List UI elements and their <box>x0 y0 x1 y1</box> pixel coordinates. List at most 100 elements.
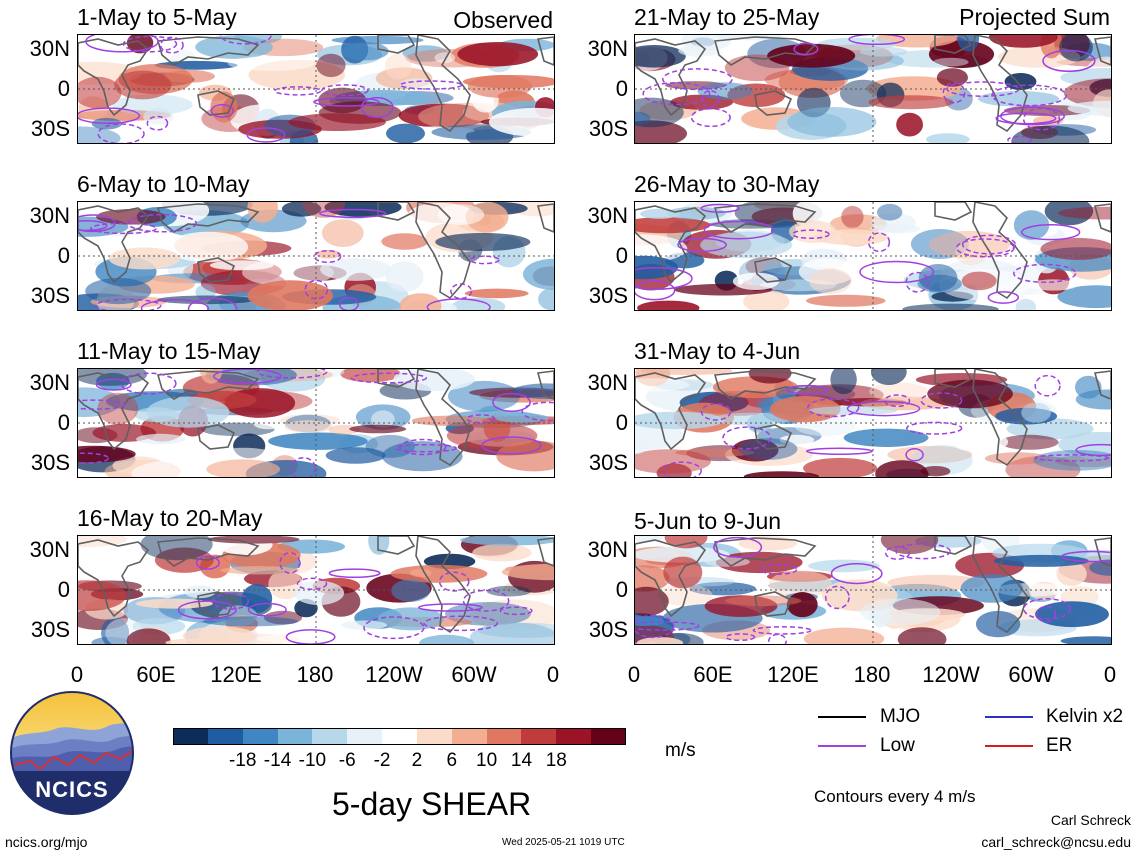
lon-label: 120W <box>922 662 980 687</box>
lat-label: 30N <box>587 537 628 562</box>
legend-label-mjo: MJO <box>880 706 921 727</box>
colorbar-swatch <box>591 728 627 745</box>
footer-site: ncics.org/mjo <box>5 834 88 850</box>
colorbar-tick-label: -6 <box>338 750 356 771</box>
lon-label: 120E <box>767 662 819 687</box>
lat-label: 30S <box>30 116 70 141</box>
lat-label: 0 <box>615 243 628 268</box>
colorbar-swatch <box>382 728 418 745</box>
lat-label: 30N <box>587 36 628 61</box>
lon-label: 60W <box>451 662 497 687</box>
lon-label: 0 <box>546 662 560 687</box>
lat-label: 30S <box>588 450 628 475</box>
panel-tag-observed: Observed <box>453 7 553 33</box>
colorbar-swatch <box>277 728 313 745</box>
shear-field <box>635 369 1111 477</box>
legend-line-er <box>985 745 1033 747</box>
legend-line-mjo <box>818 716 866 718</box>
legend-line-kelvin <box>985 716 1033 718</box>
lat-label: 0 <box>615 577 628 602</box>
ncics-logo-graphic <box>10 691 134 815</box>
lon-label: 0 <box>70 662 84 687</box>
panel-title: 5-Jun to 9-Jun <box>634 508 782 534</box>
colorbar-swatch <box>173 728 209 745</box>
contours-note: Contours every 4 m/s <box>814 787 976 806</box>
colorbar-swatch <box>312 728 348 745</box>
lat-label: 0 <box>57 243 70 268</box>
lon-label: 0 <box>1103 662 1117 687</box>
shear-field <box>78 35 554 143</box>
colorbar-swatch <box>207 728 244 745</box>
colorbar-swatch <box>451 728 488 745</box>
lat-label: 30S <box>588 283 628 308</box>
colorbar-tick-label: -2 <box>373 750 391 771</box>
lat-label: 0 <box>57 410 70 435</box>
colorbar-tick-label: 10 <box>476 750 498 771</box>
colorbar-units: m/s <box>665 740 696 761</box>
shear-map <box>77 34 555 144</box>
colorbar-swatch <box>347 728 383 745</box>
panel-tag-projected: Projected Sum <box>959 4 1110 30</box>
ncics-logo: NCICS <box>10 691 134 815</box>
colorbar-tick-label: 14 <box>510 750 533 771</box>
lat-label: 0 <box>615 76 628 101</box>
shear-map <box>77 368 555 478</box>
panel-title: 21-May to 25-May <box>634 4 820 30</box>
legend-line-low <box>818 745 866 747</box>
shear-field <box>78 536 554 644</box>
logo-text: NCICS <box>35 777 109 802</box>
shear-field <box>635 202 1111 310</box>
footer-author: Carl Schreck <box>1050 812 1131 828</box>
shear-map <box>634 535 1112 645</box>
lat-label: 30S <box>30 283 70 308</box>
colorbar-swatch <box>242 728 279 745</box>
panel-title: 16-May to 20-May <box>77 505 263 531</box>
lon-label: 60W <box>1008 662 1054 687</box>
shear-field <box>635 536 1111 644</box>
panel-title: 1-May to 5-May <box>77 4 237 30</box>
shear-map <box>77 535 555 645</box>
shear-map <box>77 201 555 311</box>
colorbar-tick-label: 18 <box>545 750 567 771</box>
shear-field <box>78 202 554 310</box>
lat-label: 30N <box>29 203 70 228</box>
lon-label: 60E <box>136 662 176 687</box>
panel-title: 11-May to 15-May <box>77 338 261 364</box>
lon-label: 120E <box>210 662 262 687</box>
colorbar-tick-label: 6 <box>446 750 458 771</box>
lon-label: 60E <box>693 662 733 687</box>
main-title: 5-day SHEAR <box>332 786 532 822</box>
legend-label-kelvin: Kelvin x2 <box>1046 706 1124 727</box>
lat-label: 30N <box>587 203 628 228</box>
lat-label: 0 <box>615 410 628 435</box>
footer-timestamp: Wed 2025-05-21 1019 UTC <box>502 837 625 848</box>
lat-label: 30S <box>588 116 628 141</box>
colorbar-tick-label: 2 <box>411 750 423 771</box>
lat-label: 30S <box>588 617 628 642</box>
colorbar-frame <box>173 728 626 745</box>
shear-field <box>78 369 554 477</box>
shear-map <box>634 368 1112 478</box>
panel-title: 26-May to 30-May <box>634 171 820 197</box>
shear-map <box>634 34 1112 144</box>
footer-email: carl_schreck@ncsu.edu <box>981 834 1131 850</box>
panel-title: 6-May to 10-May <box>77 171 250 197</box>
lat-label: 0 <box>57 577 70 602</box>
shear-map <box>634 201 1112 311</box>
lat-label: 30S <box>30 617 70 642</box>
lon-label: 0 <box>627 662 641 687</box>
lat-label: 0 <box>57 76 70 101</box>
colorbar <box>173 728 627 747</box>
lat-label: 30S <box>30 450 70 475</box>
lat-label: 30N <box>587 370 628 395</box>
legend-label-low: Low <box>880 735 915 756</box>
lat-label: 30N <box>29 370 70 395</box>
colorbar-swatch <box>521 728 557 745</box>
shear-field <box>635 35 1111 143</box>
colorbar-swatch <box>556 728 592 745</box>
colorbar-tick-label: -14 <box>263 750 292 771</box>
panel-title: 31-May to 4-Jun <box>634 338 801 364</box>
colorbar-tick-label: -18 <box>228 750 257 771</box>
lon-label: 180 <box>853 662 891 687</box>
lat-label: 30N <box>29 537 70 562</box>
